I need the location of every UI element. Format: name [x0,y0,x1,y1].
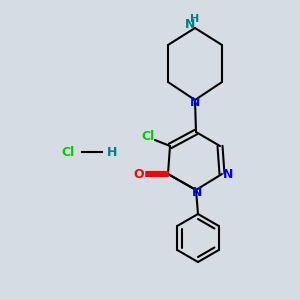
Text: N: N [192,185,202,199]
Text: N: N [185,17,195,31]
Text: Cl: Cl [61,146,75,158]
Text: H: H [190,14,200,24]
Text: Cl: Cl [141,130,154,142]
Text: N: N [223,167,233,181]
Text: H: H [107,146,117,158]
Text: O: O [134,167,144,181]
Text: N: N [190,95,200,109]
